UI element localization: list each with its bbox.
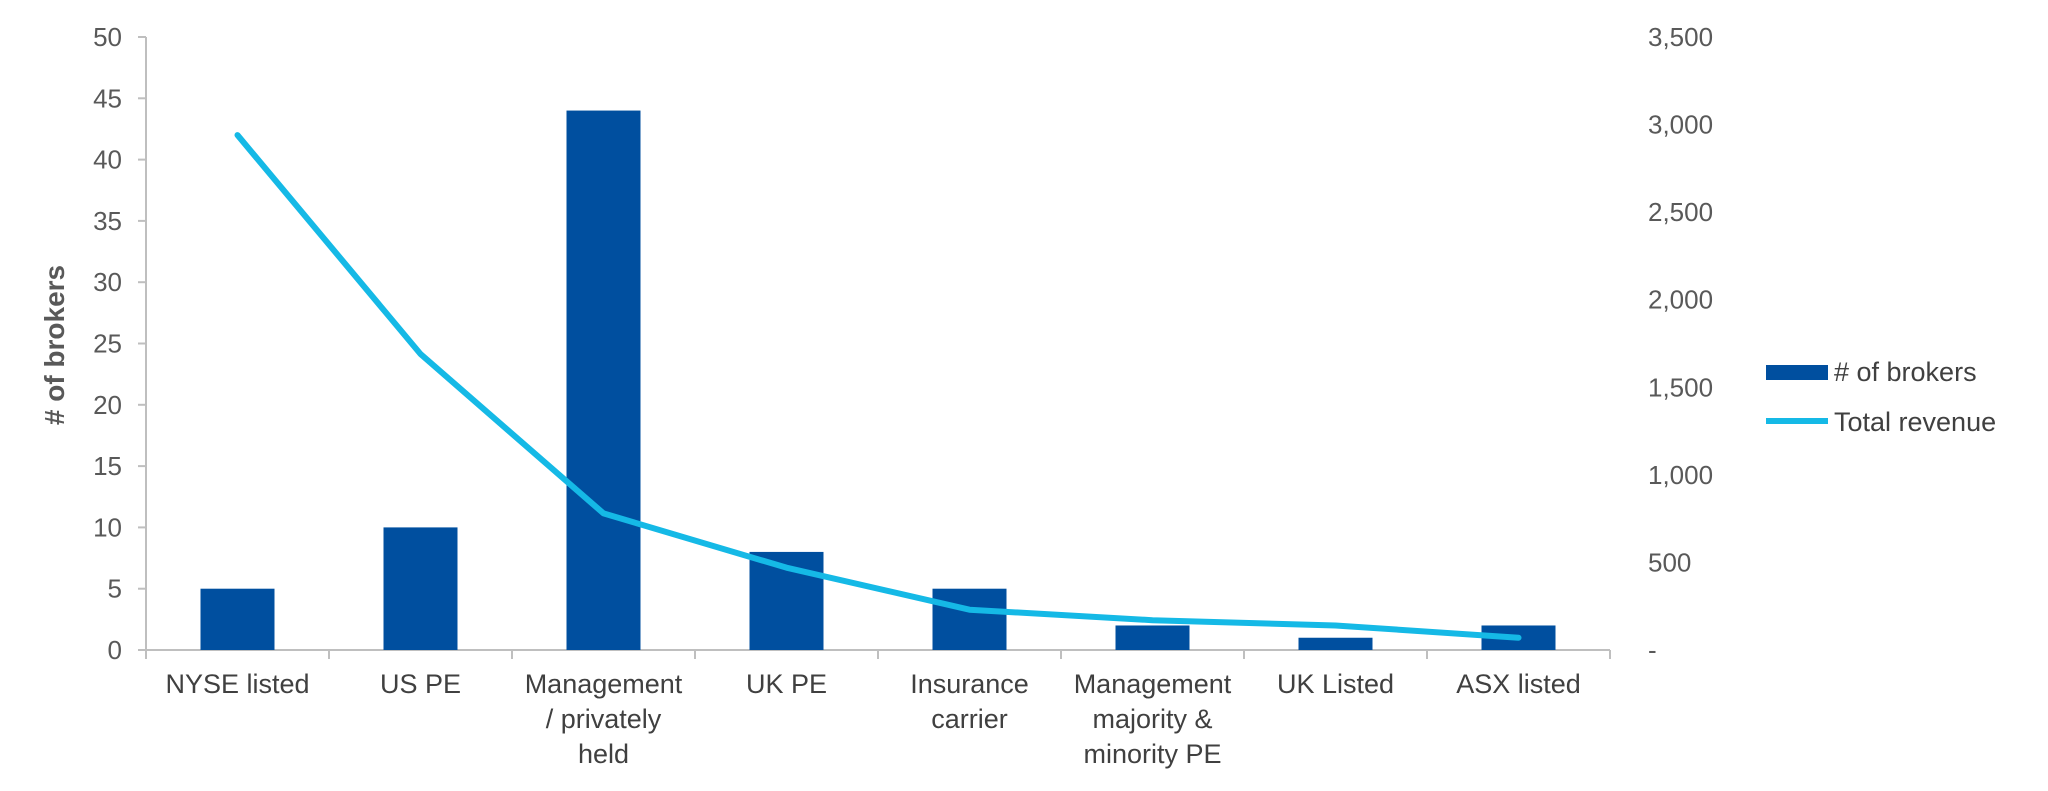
right-tick-label: 3,000 bbox=[1648, 110, 1713, 140]
bar bbox=[1115, 625, 1190, 650]
left-tick-label: 45 bbox=[93, 83, 122, 113]
right-tick-label: 2,500 bbox=[1648, 197, 1713, 227]
right-tick-label: 1,000 bbox=[1648, 460, 1713, 490]
category-label-line: ASX listed bbox=[1456, 669, 1581, 699]
bar bbox=[383, 527, 458, 650]
revenue-line bbox=[234, 132, 1522, 641]
left-tick-label: 30 bbox=[93, 267, 122, 297]
right-tick-label: 1,500 bbox=[1648, 372, 1713, 402]
right-tick-label: 2,000 bbox=[1648, 285, 1713, 315]
category-label-line: majority & bbox=[1092, 704, 1212, 734]
category-label-line: held bbox=[578, 739, 629, 769]
left-tick-label: 35 bbox=[93, 206, 122, 236]
revenue-line-path bbox=[234, 132, 1522, 641]
x-axis: NYSE listed US PE Management / privately hel… bbox=[145, 649, 1611, 769]
legend-label-brokers: # of brokers bbox=[1834, 357, 1977, 387]
left-tick-label: 0 bbox=[108, 635, 122, 665]
category-label: Management / privately held bbox=[525, 669, 683, 769]
legend: # of brokers Total revenue bbox=[1766, 357, 1996, 437]
right-tick-label: 500 bbox=[1648, 547, 1691, 577]
left-tick-label: 5 bbox=[108, 574, 122, 604]
category-label-line: UK Listed bbox=[1277, 669, 1394, 699]
category-label-line: / privately bbox=[546, 704, 662, 734]
bar bbox=[1298, 637, 1373, 650]
category-label-line: Management bbox=[1074, 669, 1232, 699]
category-label: Management majority & minority PE bbox=[1074, 669, 1232, 769]
category-label-line: NYSE listed bbox=[165, 669, 309, 699]
category-label-line: Insurance bbox=[910, 669, 1029, 699]
category-label: UK Listed bbox=[1277, 669, 1394, 699]
category-label-line: US PE bbox=[380, 669, 461, 699]
bars bbox=[200, 110, 1556, 650]
legend-swatch-brokers bbox=[1766, 365, 1828, 380]
left-tick-label: 20 bbox=[93, 390, 122, 420]
category-label-line: carrier bbox=[931, 704, 1008, 734]
category-label-line: Management bbox=[525, 669, 683, 699]
category-label: Insurance carrier bbox=[910, 669, 1029, 734]
right-tick-label: 3,500 bbox=[1648, 22, 1713, 52]
legend-label-revenue: Total revenue bbox=[1834, 407, 1996, 437]
y-axis-title: # of brokers bbox=[39, 265, 70, 425]
right-tick-label: - bbox=[1648, 635, 1657, 665]
bar bbox=[566, 110, 641, 650]
bar bbox=[200, 588, 275, 650]
left-tick-label: 10 bbox=[93, 512, 122, 542]
category-label: ASX listed bbox=[1456, 669, 1581, 699]
left-axis: 0 5 10 15 20 25 30 35 40 45 50 bbox=[93, 22, 147, 665]
left-tick-label: 40 bbox=[93, 145, 122, 175]
category-label: US PE bbox=[380, 669, 461, 699]
category-label-line: minority PE bbox=[1083, 739, 1221, 769]
bar bbox=[932, 588, 1007, 650]
left-tick-label: 25 bbox=[93, 329, 122, 359]
category-label-line: UK PE bbox=[746, 669, 827, 699]
left-tick-label: 15 bbox=[93, 451, 122, 481]
left-tick-label: 50 bbox=[93, 22, 122, 52]
category-label: NYSE listed bbox=[165, 669, 309, 699]
category-label: UK PE bbox=[746, 669, 827, 699]
right-axis: - 500 1,000 1,500 2,000 2,500 3,000 3,500 bbox=[1648, 22, 1713, 665]
